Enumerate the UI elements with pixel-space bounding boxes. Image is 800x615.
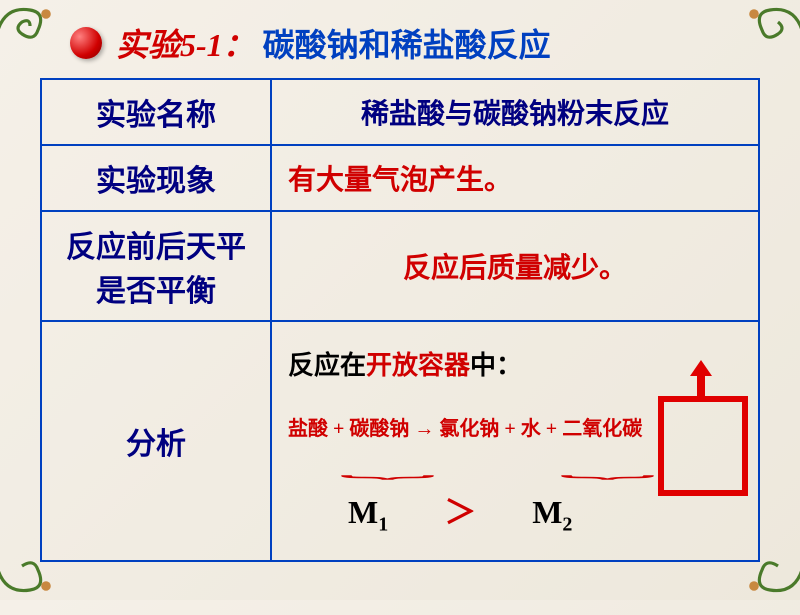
- table-row: 实验名称 稀盐酸与碳酸钠粉末反应: [41, 79, 759, 145]
- table-row: 反应前后天平是否平衡 反应后质量减少。: [41, 211, 759, 321]
- brace-icon: ⏟: [340, 457, 436, 480]
- label-balance: 反应前后天平是否平衡: [41, 211, 271, 321]
- corner-decoration-tl: [0, 0, 70, 70]
- label-phenomenon: 实验现象: [41, 145, 271, 211]
- greater-than: ＞: [444, 487, 476, 533]
- corner-decoration-bl: [0, 530, 70, 610]
- bullet-ball-icon: [70, 27, 102, 59]
- brace-icon: ⏟: [560, 457, 656, 480]
- label-experiment-name: 实验名称: [41, 79, 271, 145]
- analysis-condition: 反应在开放容器中：: [288, 345, 742, 382]
- mass-m1: M1: [348, 494, 388, 536]
- arrow-up-icon: [686, 358, 716, 398]
- experiment-number: 实验5-1：: [116, 20, 255, 66]
- value-balance: 反应后质量减少。: [271, 211, 759, 321]
- experiment-table: 实验名称 稀盐酸与碳酸钠粉末反应 实验现象 有大量气泡产生。 反应前后天平是否平…: [40, 78, 760, 562]
- label-analysis: 分析: [41, 321, 271, 561]
- table-row: 实验现象 有大量气泡产生。: [41, 145, 759, 211]
- experiment-title: 碳酸钠和稀盐酸反应: [263, 20, 551, 66]
- highlight-box: [658, 396, 748, 496]
- mass-m2: M2: [532, 494, 572, 536]
- slide-title: 实验5-1： 碳酸钠和稀盐酸反应: [0, 0, 800, 78]
- corner-decoration-tr: [730, 0, 800, 70]
- analysis-cell: 反应在开放容器中： 盐酸 + 碳酸钠 → 氯化钠 + 水 + 二氧化碳 ⏟ ⏟ …: [271, 321, 759, 561]
- table-row: 分析 反应在开放容器中： 盐酸 + 碳酸钠 → 氯化钠 + 水 + 二氧化碳 ⏟…: [41, 321, 759, 561]
- condition-highlight: 开放容器: [366, 351, 470, 380]
- condition-suffix: 中：: [470, 351, 522, 380]
- value-experiment-name: 稀盐酸与碳酸钠粉末反应: [271, 79, 759, 145]
- condition-prefix: 反应在: [288, 351, 366, 380]
- value-phenomenon: 有大量气泡产生。: [271, 145, 759, 211]
